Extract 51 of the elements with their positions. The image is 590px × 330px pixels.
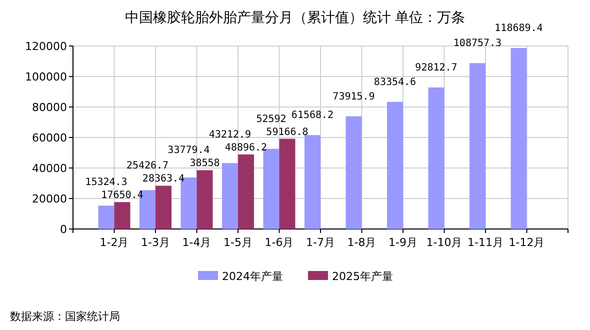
bar bbox=[196, 170, 213, 229]
data-label: 92812.7 bbox=[415, 62, 458, 74]
data-label: 15324.3 bbox=[85, 177, 128, 188]
x-tick-label: 1-10月 bbox=[426, 236, 462, 249]
data-label: 38558 bbox=[190, 158, 220, 170]
x-tick-label: 1-3月 bbox=[141, 236, 170, 249]
y-tick-label: 60000 bbox=[32, 132, 67, 144]
bar bbox=[346, 116, 362, 229]
x-tick-label: 1-6月 bbox=[264, 236, 294, 249]
data-label: 28363.4 bbox=[142, 174, 185, 185]
data-label: 73915.9 bbox=[332, 91, 375, 102]
data-label: 52592 bbox=[256, 114, 286, 125]
y-tick-label: 80000 bbox=[32, 101, 67, 114]
bar bbox=[114, 202, 130, 229]
y-tick-label: 40000 bbox=[32, 162, 67, 175]
y-tick-label: 20000 bbox=[32, 192, 67, 206]
bar bbox=[428, 87, 444, 229]
data-label: 61568.2 bbox=[291, 110, 334, 122]
data-label: 83354.6 bbox=[374, 76, 416, 88]
bar bbox=[156, 186, 172, 229]
data-label: 118689.4 bbox=[494, 23, 543, 34]
data-label: 33779.4 bbox=[168, 145, 210, 156]
bar bbox=[238, 154, 254, 229]
chart-title: 中国橡胶轮胎外胎产量分月（累计值）统计 单位：万条 bbox=[124, 10, 466, 26]
y-tick-label: 100000 bbox=[25, 70, 67, 84]
x-tick-label: 1-7月 bbox=[306, 236, 335, 249]
bar bbox=[222, 163, 238, 229]
data-label: 108757.3 bbox=[453, 38, 502, 50]
y-tick-label: 120000 bbox=[25, 40, 67, 53]
x-tick-label: 1-4月 bbox=[182, 236, 212, 249]
bar bbox=[510, 48, 527, 229]
bar bbox=[279, 138, 296, 229]
bar bbox=[470, 63, 486, 229]
source-note: 数据来源：国家统计局 bbox=[10, 310, 120, 323]
data-label: 48896.2 bbox=[224, 142, 268, 154]
data-label: 25426.7 bbox=[126, 160, 169, 172]
x-tick-label: 1-12月 bbox=[508, 236, 545, 249]
bar bbox=[98, 206, 114, 229]
y-tick-label: 0 bbox=[60, 223, 67, 236]
legend-label: 2025年产量 bbox=[332, 270, 393, 283]
x-tick-label: 1-8月 bbox=[347, 236, 376, 249]
x-tick-label: 1-5月 bbox=[224, 236, 252, 249]
x-tick-label: 1-9月 bbox=[388, 236, 418, 249]
x-tick-label: 1-11月 bbox=[468, 236, 504, 249]
x-tick-label: 1-2月 bbox=[100, 236, 129, 249]
data-label: 59166.8 bbox=[266, 126, 308, 138]
legend-label: 2024年产量 bbox=[222, 270, 283, 283]
bar bbox=[387, 102, 403, 229]
bar bbox=[304, 135, 320, 229]
data-label: 17650.4 bbox=[101, 190, 144, 202]
data-label: 43212.9 bbox=[208, 129, 252, 140]
